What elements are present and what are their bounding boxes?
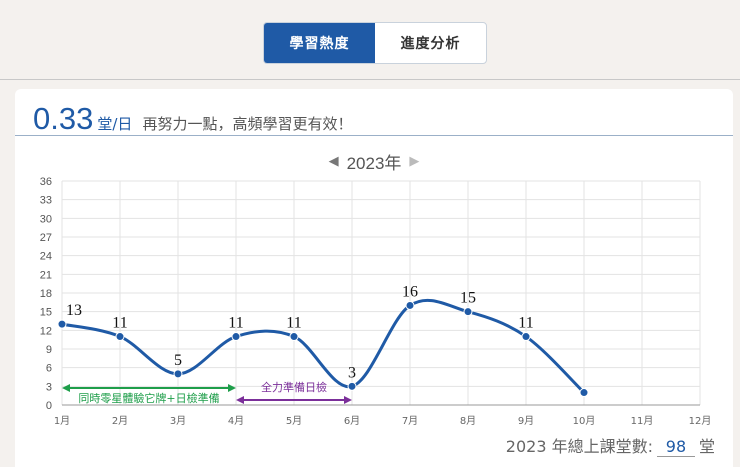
x-tick-label: 10月 [573, 415, 596, 427]
rate-summary: 0.33 堂/日 再努力一點，高頻學習更有效！ [33, 101, 353, 136]
x-tick-label: 8月 [460, 415, 476, 427]
x-tick-label: 2月 [112, 415, 128, 427]
tab-progress-analysis[interactable]: 進度分析 [400, 36, 461, 52]
data-label: 16 [402, 283, 418, 300]
data-point [173, 369, 183, 379]
data-point [579, 388, 589, 398]
rate-unit: 堂/日 [97, 113, 132, 134]
x-tick-label: 5月 [286, 415, 302, 427]
caret-right-icon[interactable]: ▶ [409, 153, 420, 169]
y-tick-label: 24 [40, 251, 52, 263]
x-tick-label: 7月 [402, 415, 418, 427]
data-point [115, 332, 125, 342]
annotation-arrowhead-left [236, 396, 244, 404]
y-tick-label: 33 [40, 195, 52, 207]
annotation-label: 全力準備日檢 [261, 380, 327, 394]
x-tick-label: 6月 [344, 415, 360, 427]
x-tick-label: 4月 [228, 415, 244, 427]
yearly-total: 2023 年總上課堂數: 98 堂 [506, 433, 715, 457]
data-label: 11 [228, 315, 243, 332]
data-point [463, 307, 473, 317]
year-label: 2023年 [346, 153, 402, 173]
data-label: 5 [174, 352, 182, 369]
data-point [405, 300, 415, 310]
data-label: 3 [348, 364, 356, 381]
rate-unit-day: 日 [117, 115, 133, 133]
y-tick-label: 6 [46, 363, 52, 375]
rate-unit-separator: / [112, 115, 118, 133]
y-tick-label: 30 [40, 213, 52, 225]
data-point [347, 381, 357, 391]
x-tick-label: 11月 [631, 415, 654, 427]
y-tick-label: 15 [40, 307, 52, 319]
data-point [289, 332, 299, 342]
x-tick-label: 3月 [170, 415, 186, 427]
y-tick-label: 21 [40, 269, 52, 281]
data-label: 11 [518, 315, 533, 332]
y-tick-label: 9 [46, 344, 52, 356]
data-label: 11 [112, 315, 127, 332]
total-count: 98 [656, 437, 695, 457]
encouragement-message: 再努力一點，高頻學習更有效！ [142, 115, 353, 133]
x-tick-label: 1月 [54, 415, 70, 427]
series-line [61, 298, 586, 394]
caret-left-icon[interactable]: ◀ [328, 153, 339, 169]
y-tick-label: 36 [40, 176, 52, 188]
y-tick-label: 12 [40, 325, 52, 337]
y-tick-label: 0 [46, 400, 52, 412]
total-label: 2023 年總上課堂數: [505, 437, 653, 456]
data-point [521, 332, 531, 342]
daily-rate-value: 0.33 [33, 101, 94, 136]
x-tick-label: 12月 [689, 415, 712, 427]
stats-card: 0.33 堂/日 再努力一點，高頻學習更有效！ ◀ 2023年 ▶ 2023 年… [15, 89, 733, 467]
tab-learning-heat[interactable]: 學習熱度 [264, 23, 375, 63]
data-label: 13 [66, 302, 82, 319]
view-tabs: 學習熱度 進度分析 [263, 22, 487, 64]
y-tick-label: 27 [40, 232, 52, 244]
data-label: 15 [460, 290, 476, 307]
total-unit: 堂 [698, 437, 715, 456]
year-navigation: ◀ 2023年 ▶ [15, 149, 733, 173]
data-point [231, 332, 241, 342]
data-point [57, 319, 67, 329]
data-label: 11 [286, 315, 301, 332]
annotation-arrowhead-right [344, 396, 352, 404]
rate-unit-lessons: 堂 [97, 115, 113, 133]
annotation-arrowhead-left [62, 384, 70, 392]
y-tick-label: 3 [46, 381, 52, 393]
annotation-arrowhead-right [228, 384, 236, 392]
annotation-label: 同時零星體驗它牌+日檢準備 [78, 391, 219, 405]
x-tick-label: 9月 [518, 415, 534, 427]
header-divider [0, 79, 740, 80]
card-divider [15, 135, 733, 136]
y-tick-label: 18 [40, 288, 52, 300]
